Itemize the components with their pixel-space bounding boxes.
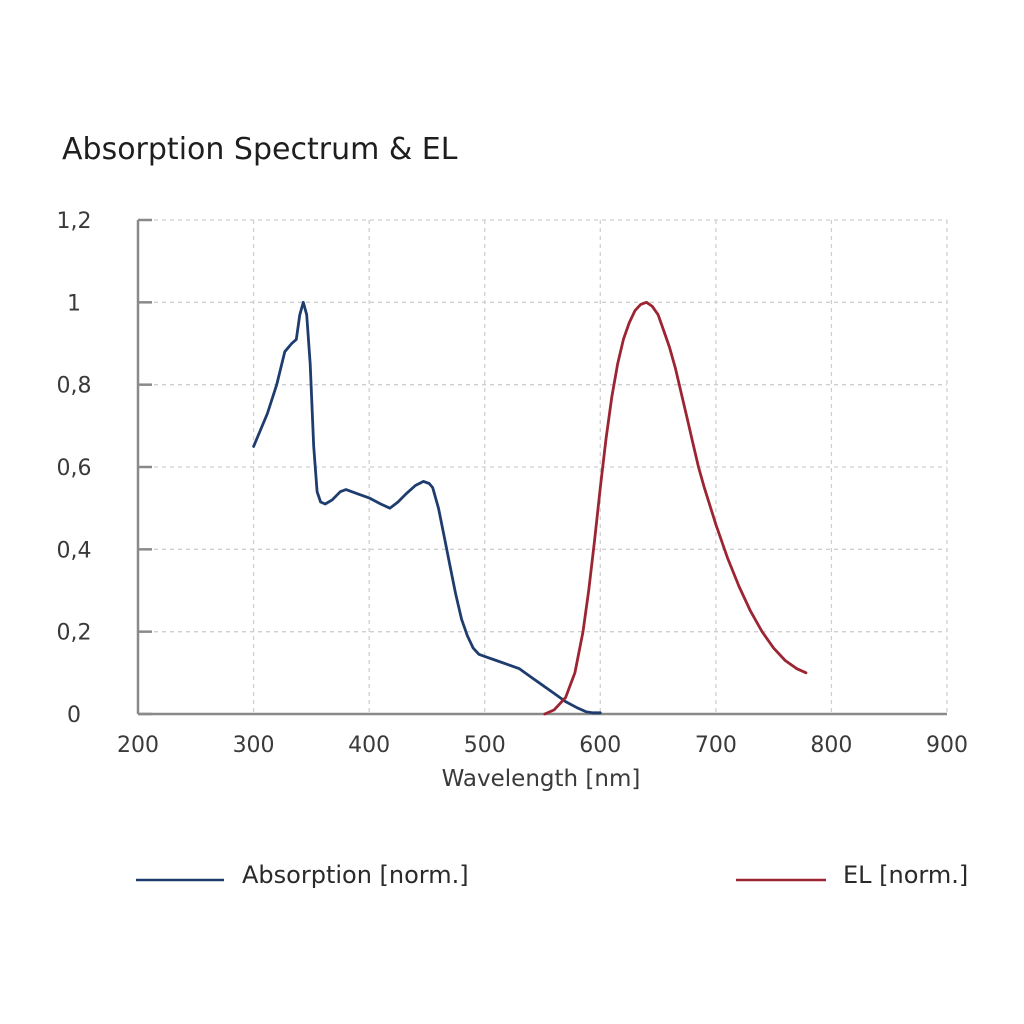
y-tick-label: 0,8: [57, 374, 92, 399]
y-tick-label: 0,6: [57, 456, 92, 481]
series-lines: [252, 300, 808, 716]
y-tick-label: 0,4: [57, 538, 92, 563]
axes: [136, 218, 947, 716]
legend-label: EL [norm.]: [843, 861, 968, 889]
x-tick-label: 700: [695, 733, 737, 758]
x-tick-label: 900: [926, 733, 968, 758]
y-tick-labels: 0 0,2 0,4 0,6 0,8 1 1,2: [57, 209, 92, 728]
x-tick-label: 200: [117, 733, 159, 758]
series-line-absorption: [252, 300, 602, 715]
y-tick-label: 0,2: [57, 621, 92, 646]
legend: Absorption [norm.] EL [norm.]: [136, 861, 968, 889]
x-axis-label: Wavelength [nm]: [442, 766, 641, 792]
y-tick-label: 1: [67, 291, 81, 316]
x-tick-label: 500: [464, 733, 506, 758]
x-tick-label: 800: [810, 733, 852, 758]
x-tick-label: 300: [233, 733, 275, 758]
y-tick-label: 1,2: [57, 209, 92, 234]
x-tick-labels: 200 300 400 500 600 700 800 900: [117, 733, 968, 758]
y-tick-label: 0: [67, 703, 81, 728]
series-line-el: [543, 300, 808, 716]
x-tick-label: 600: [579, 733, 621, 758]
chart-title: Absorption Spectrum & EL: [62, 132, 458, 167]
legend-label: Absorption [norm.]: [242, 861, 469, 889]
x-tick-label: 400: [348, 733, 390, 758]
grid-lines: [138, 219, 948, 714]
